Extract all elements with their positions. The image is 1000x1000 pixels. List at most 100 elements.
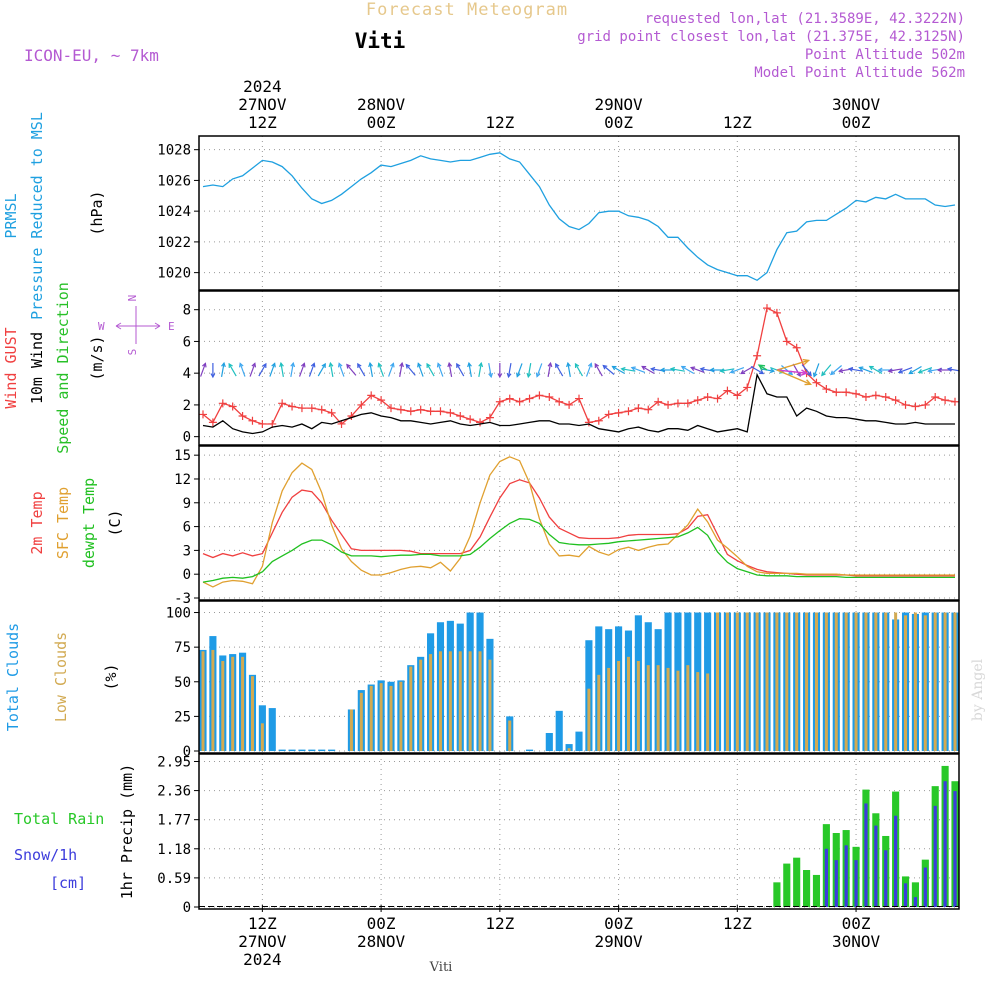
wind-arrow-head — [506, 372, 512, 379]
bar-low — [755, 612, 759, 751]
wind-direction-arrow — [792, 363, 801, 378]
wind-arrow-shaft — [641, 365, 655, 375]
bar-total — [298, 749, 306, 751]
wind-arrow-head — [368, 361, 373, 368]
compass-cross — [115, 306, 161, 344]
wind-arrow-shaft — [388, 363, 394, 377]
gust-marker — [951, 397, 959, 406]
wind-arrow-head — [729, 368, 735, 374]
bar-low — [745, 612, 749, 751]
location-title: Viti — [355, 29, 406, 53]
wind-direction-arrow — [456, 362, 465, 377]
wind-arrow-head — [587, 362, 593, 368]
bar-low — [438, 651, 442, 751]
wind-direction-arrow — [829, 365, 843, 376]
y-tick-label: 2.36 — [157, 784, 191, 800]
strong-wind-arrow-head — [802, 358, 811, 366]
wind-arrow-head — [936, 367, 942, 373]
wind-arrow-head — [328, 361, 334, 368]
bar-snow — [824, 848, 828, 907]
gust-marker — [792, 343, 801, 352]
gust-marker — [476, 418, 485, 427]
requested-coordinates: requested lon,lat (21.3589E, 42.3222N) — [645, 11, 965, 27]
wind-direction-arrow — [897, 367, 913, 374]
gust-marker — [753, 351, 762, 360]
gust-marker — [258, 419, 267, 428]
top-tick-label: 28NOV — [357, 95, 406, 114]
bottom-tick-label: 12Z — [723, 914, 752, 933]
wind-arrow-head — [847, 366, 854, 372]
wind-arrow-shaft — [670, 368, 685, 372]
wind-arrow-shaft — [536, 363, 543, 377]
strong-wind-arrow — [776, 369, 809, 376]
gust-marker — [931, 392, 940, 401]
bar-snow — [953, 791, 957, 907]
wind-direction-arrow — [399, 361, 404, 377]
gust-marker — [426, 407, 435, 416]
strong-wind-arrow-head — [757, 364, 766, 371]
panel-frame — [198, 600, 960, 754]
gust-marker — [367, 391, 376, 400]
wind-direction-arrow — [620, 366, 636, 372]
panel-label: 2m Temp — [28, 491, 46, 554]
y-tick-label: 3 — [183, 543, 191, 559]
gust-marker — [604, 410, 613, 419]
gust-marker — [446, 408, 455, 417]
wind-arrow-shaft — [346, 364, 357, 376]
precip-axis-label: 1hr Precip (mm) — [118, 764, 136, 899]
bar-low — [676, 670, 680, 751]
y-tick-label: 1.77 — [157, 813, 191, 829]
gust-marker — [495, 397, 504, 406]
wind-arrow-head — [535, 372, 541, 378]
wind-arrow-head — [262, 362, 267, 368]
wind-arrow-head — [868, 365, 874, 371]
panel-label: Speed and Direction — [54, 282, 72, 454]
bar-snow — [884, 850, 888, 907]
wind-arrow-shaft — [220, 363, 225, 377]
wind-arrow-shaft — [792, 363, 801, 377]
wind-arrow-head — [897, 368, 903, 374]
bar-low — [488, 659, 492, 751]
compass-west: W — [98, 320, 105, 333]
bottom-tick-label: 29NOV — [594, 932, 643, 951]
wind-arrow-shaft — [290, 363, 294, 377]
wind-direction-arrow — [467, 361, 472, 377]
wind-arrow-shaft — [228, 363, 237, 377]
panel-label: Wind GUST — [2, 327, 20, 408]
wind-arrow-shaft — [456, 363, 465, 377]
panel-label: dewpt Temp — [80, 478, 98, 568]
bar-low — [389, 685, 393, 751]
wind-arrow-shaft — [830, 365, 843, 375]
wind-direction-arrow — [516, 363, 523, 378]
precip-total-rain-label: Total Rain — [14, 810, 104, 828]
gust-marker — [228, 402, 237, 411]
wind-arrow-head — [908, 369, 914, 375]
wind-arrow-shaft — [378, 363, 385, 377]
bar-low — [636, 661, 640, 751]
gust-marker — [208, 418, 217, 427]
bar-low — [626, 656, 630, 751]
gust-marker — [881, 392, 890, 401]
bar-total — [328, 749, 336, 751]
wind-arrow-shaft — [507, 363, 512, 377]
wind-direction-arrow — [847, 366, 864, 372]
wind-arrow-shaft — [612, 365, 625, 375]
bar-low — [814, 612, 818, 751]
bottom-tick-label: 2024 — [243, 950, 282, 969]
footer-location: Viti — [429, 960, 453, 975]
wind-arrow-shaft — [801, 364, 812, 376]
wind-direction-arrow — [585, 362, 593, 377]
wind-direction-arrow — [574, 362, 584, 377]
wind-arrow-shaft — [239, 363, 246, 377]
wind-arrow-shaft — [690, 367, 705, 373]
gust-marker — [713, 394, 722, 403]
bottom-tick-label: 00Z — [842, 914, 871, 933]
gust-marker — [357, 400, 366, 409]
strong-wind-arrow-shaft — [776, 359, 809, 371]
bar-low — [953, 612, 957, 751]
wind-direction-arrow — [719, 368, 735, 374]
bar-low — [429, 654, 433, 751]
wind-direction-arrow — [946, 366, 959, 372]
y-tick-label: 0 — [183, 567, 191, 583]
compass-north: N — [126, 295, 139, 302]
